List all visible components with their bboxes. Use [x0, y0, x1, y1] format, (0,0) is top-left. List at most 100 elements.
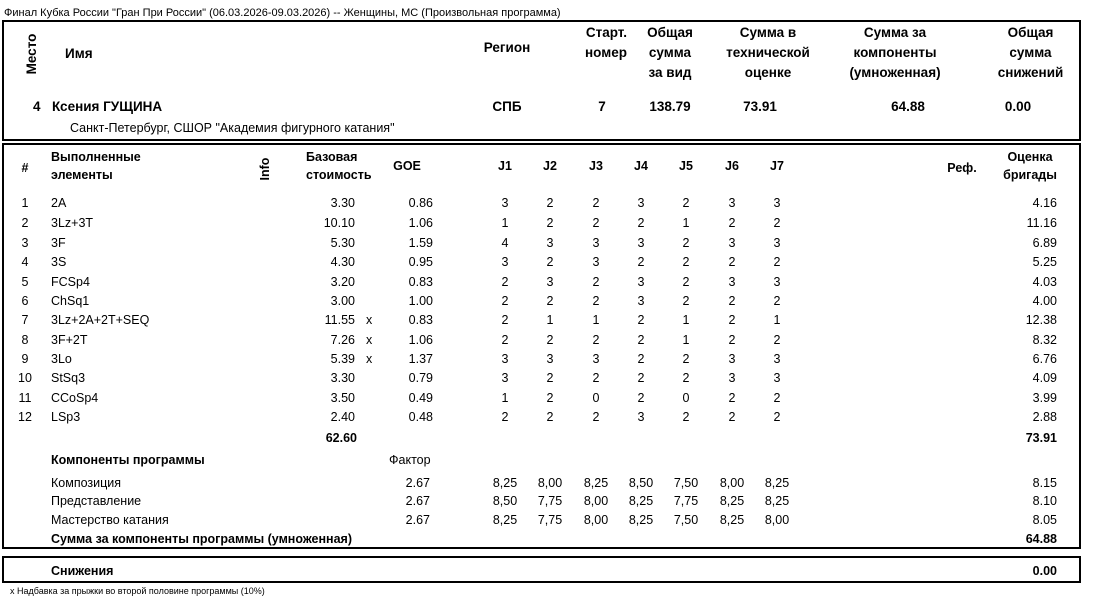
judge-goe-j1: 3: [501, 196, 509, 210]
panel-score: 4.03: [1032, 275, 1057, 289]
deductions-header-3: снижений: [997, 65, 1064, 80]
component-mark-j3: 8,00: [583, 494, 609, 508]
judge-goe-j5: 2: [682, 236, 690, 250]
judge-goe-j6: 2: [728, 255, 736, 269]
component-mark-j2: 7,75: [537, 513, 563, 527]
element-number: 8: [21, 333, 29, 347]
component-mark-j3: 8,00: [583, 513, 609, 527]
judge-goe-j5: 2: [682, 410, 690, 424]
judge-goe-j5: 2: [682, 352, 690, 366]
component-mark-j3: 8,25: [583, 476, 609, 490]
judge-goe-j1: 3: [501, 255, 509, 269]
judge-goe-j2: 2: [546, 391, 554, 405]
num-header: #: [21, 161, 29, 175]
judge-goe-j1: 3: [501, 371, 509, 385]
goe-value: 0.79: [408, 371, 433, 385]
pcs-value: 64.88: [891, 99, 925, 114]
component-name: Композиция: [51, 476, 122, 490]
judge-goe-j4: 3: [637, 294, 645, 308]
score-total: 73.91: [1025, 431, 1057, 445]
judge-goe-j5: 2: [682, 196, 690, 210]
event-title: Финал Кубка России "Гран При России" (06…: [4, 7, 561, 19]
element-number: 10: [18, 371, 32, 385]
component-mark-j5: 7,50: [673, 513, 699, 527]
judge-header-j4: J4: [634, 159, 648, 173]
goe-value: 0.48: [408, 410, 433, 424]
judge-header-j5: J5: [679, 159, 693, 173]
base-value: 10.10: [323, 216, 355, 230]
judge-goe-j6: 2: [728, 294, 736, 308]
panel-score: 4.16: [1032, 196, 1057, 210]
judge-goe-j6: 3: [728, 371, 736, 385]
pcs-header-3: (умноженная): [849, 65, 941, 80]
judge-goe-j3: 2: [592, 333, 600, 347]
element-header-2: элементы: [51, 168, 113, 182]
panel-score: 8.32: [1032, 333, 1057, 347]
judge-goe-j6: 2: [728, 410, 736, 424]
total-segment-header-3: за вид: [648, 65, 692, 80]
judge-goe-j6: 2: [728, 391, 736, 405]
base-value: 5.30: [330, 236, 355, 250]
component-mark-j2: 8,00: [537, 476, 563, 490]
component-mark-j4: 8,25: [628, 513, 654, 527]
judge-goe-j7: 3: [773, 371, 781, 385]
component-name: Мастерство катания: [51, 513, 169, 527]
base-value: 3.30: [330, 371, 355, 385]
goe-header: GOE: [393, 159, 421, 173]
element-number: 1: [21, 196, 29, 210]
component-mark-j6: 8,25: [719, 494, 745, 508]
goe-value: 1.06: [408, 216, 433, 230]
judge-goe-j3: 3: [592, 352, 600, 366]
judge-goe-j6: 3: [728, 196, 736, 210]
judge-goe-j5: 1: [682, 333, 690, 347]
element-number: 7: [21, 313, 29, 327]
judge-header-j3: J3: [589, 159, 603, 173]
base-total: 62.60: [325, 431, 357, 445]
element-code: 3F: [51, 236, 66, 250]
tes-value: 73.91: [743, 99, 777, 114]
component-mark-j1: 8,25: [492, 513, 518, 527]
judge-goe-j2: 3: [546, 275, 554, 289]
judge-goe-j4: 3: [637, 275, 645, 289]
judge-goe-j5: 0: [682, 391, 690, 405]
total-segment-header-1: Общая: [647, 25, 693, 40]
component-mark-j7: 8,25: [764, 476, 790, 490]
goe-value: 0.86: [408, 196, 433, 210]
component-mark-j1: 8,25: [492, 476, 518, 490]
deductions-header-2: сумма: [1009, 45, 1052, 60]
judge-goe-j7: 2: [773, 391, 781, 405]
judge-goe-j3: 2: [592, 196, 600, 210]
component-mark-j6: 8,00: [719, 476, 745, 490]
panel-score: 6.76: [1032, 352, 1057, 366]
base-value: 11.55: [324, 313, 355, 327]
judge-goe-j6: 2: [728, 313, 736, 327]
judge-goe-j3: 2: [592, 371, 600, 385]
base-value: 2.40: [330, 410, 355, 424]
base-value: 7.26: [330, 333, 355, 347]
judge-goe-j7: 3: [773, 236, 781, 250]
judge-goe-j1: 2: [501, 333, 509, 347]
goe-value: 1.37: [408, 352, 433, 366]
element-number: 9: [21, 352, 29, 366]
component-mark-j4: 8,25: [628, 494, 654, 508]
judge-goe-j2: 2: [546, 255, 554, 269]
components-total-label: Сумма за компоненты программы (умноженна…: [51, 532, 352, 546]
element-number: 5: [21, 275, 29, 289]
total-segment-value: 138.79: [649, 99, 691, 114]
base-value: 3.20: [330, 275, 355, 289]
judge-goe-j5: 1: [682, 313, 690, 327]
element-number: 11: [18, 391, 32, 405]
element-code: 3F+2T: [51, 333, 88, 347]
judge-goe-j3: 0: [592, 391, 600, 405]
element-code: 3Lz+3T: [51, 216, 94, 230]
factor-header: Фактор: [389, 453, 431, 467]
deductions-value: 0.00: [1004, 99, 1032, 114]
judge-goe-j6: 2: [728, 333, 736, 347]
judge-goe-j1: 1: [501, 216, 509, 230]
judge-goe-j7: 2: [773, 216, 781, 230]
element-number: 12: [18, 410, 32, 424]
component-factor: 2.67: [405, 476, 430, 490]
place-value: 4: [33, 99, 41, 114]
total-segment-header-2: сумма: [648, 45, 692, 60]
start-number-header-1: Старт.: [585, 25, 627, 40]
